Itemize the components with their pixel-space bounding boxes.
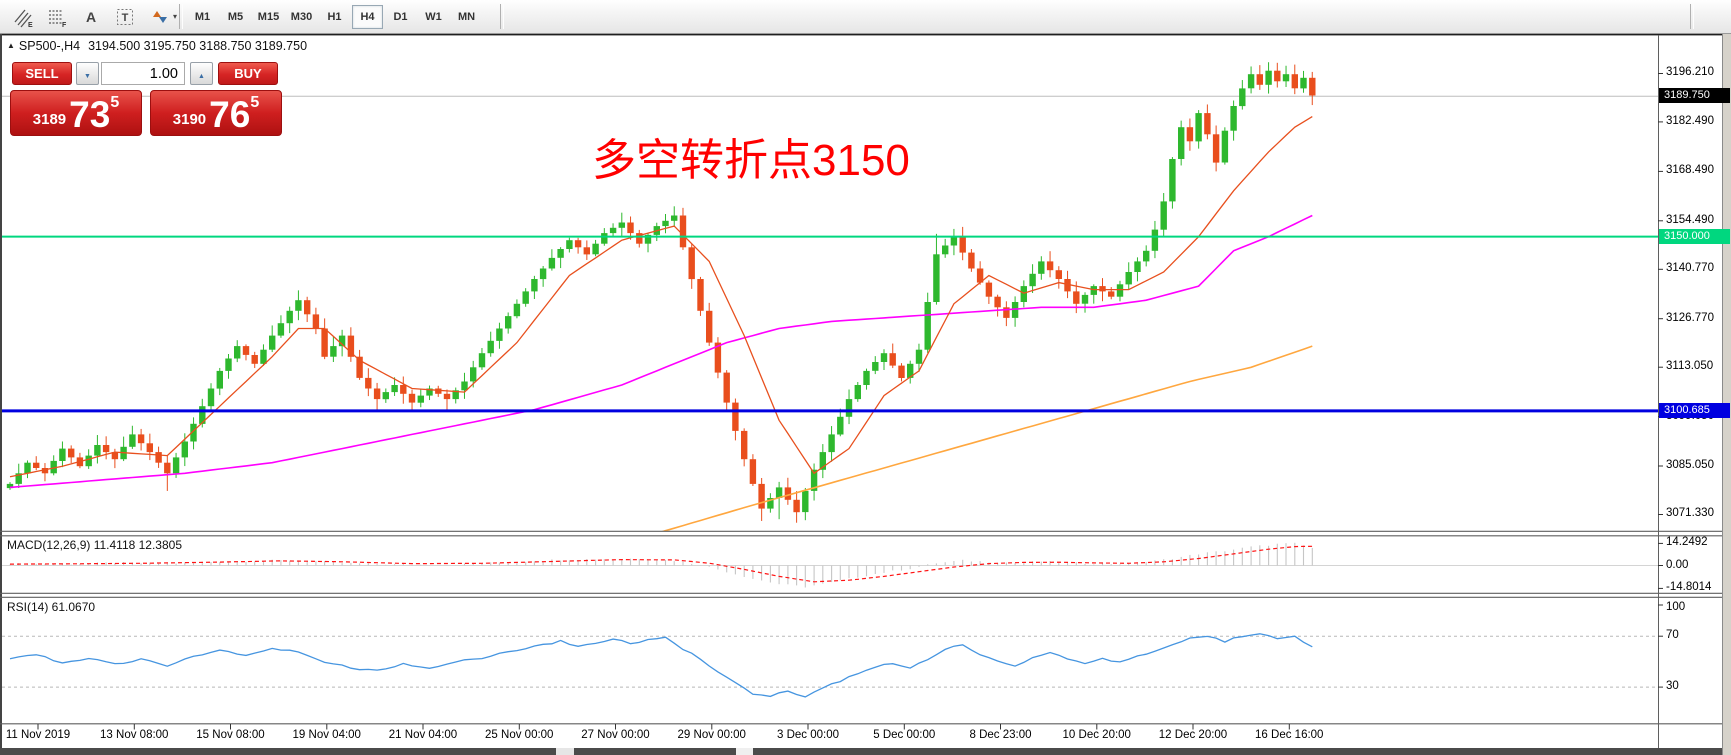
- sell-price-box[interactable]: 3189 73 5: [10, 90, 142, 136]
- sell-price-big: 73: [69, 94, 111, 136]
- text-box-button[interactable]: T: [109, 4, 141, 30]
- caret-up-icon: ▲: [198, 73, 205, 80]
- caret-down-icon: ▼: [84, 73, 91, 80]
- macd-indicator-label: MACD(12,26,9) 11.4118 12.3805: [7, 538, 183, 552]
- timeframe-m1[interactable]: M1: [187, 5, 218, 29]
- volume-input[interactable]: [101, 62, 185, 85]
- sell-price-pip: 5: [110, 94, 120, 111]
- arrow-objects-icon: [152, 10, 167, 23]
- text-label-icon: A: [86, 9, 96, 25]
- arrow-objects-button[interactable]: ▾: [143, 4, 183, 30]
- drawing-toolbar: E F A T: [6, 3, 184, 30]
- sell-button[interactable]: SELL: [12, 62, 72, 85]
- text-box-icon: T: [117, 8, 133, 25]
- text-label-button[interactable]: A: [75, 4, 107, 30]
- svg-text:E: E: [28, 22, 33, 28]
- volume-increase-button[interactable]: ▲: [190, 62, 213, 85]
- one-click-trading-panel: SELL ▼ ▲ BUY 3189 73 5 3190 76 5: [10, 57, 294, 141]
- chevron-down-icon: ▾: [172, 12, 177, 21]
- chart-title: ▲ SP500-,H4 3194.500 3195.750 3188.750 318…: [7, 39, 307, 53]
- buy-price-box[interactable]: 3190 76 5: [150, 90, 282, 136]
- svg-text:T: T: [122, 12, 129, 24]
- sell-price-base: 3189: [32, 111, 67, 128]
- fibonacci-retracement-icon: F: [49, 9, 67, 28]
- timeframe-d1[interactable]: D1: [385, 5, 416, 29]
- toolbar: E F A T: [0, 0, 1731, 34]
- symbol-collapse-icon[interactable]: ▲: [7, 41, 15, 50]
- timeframe-h1[interactable]: H1: [319, 5, 350, 29]
- equidistant-channel-button[interactable]: E: [7, 4, 39, 30]
- timeframe-m30[interactable]: M30: [286, 5, 317, 29]
- buy-button[interactable]: BUY: [218, 62, 278, 85]
- fibonacci-retracement-button[interactable]: F: [41, 4, 73, 30]
- chart-annotation: 多空转折点3150: [592, 136, 910, 185]
- svg-text:A: A: [86, 9, 96, 25]
- timeframe-mn[interactable]: MN: [451, 5, 482, 29]
- volume-stepper: ▼ ▲: [76, 62, 214, 85]
- timeframe-h4[interactable]: H4: [352, 4, 383, 29]
- chart-title-ohlc: 3194.500 3195.750 3188.750 3189.750: [88, 39, 308, 53]
- timeframe-toolbar: M1 M5 M15 M30 H1 H4 D1 W1 MN: [186, 3, 483, 30]
- chart-title-symbol: SP500-,H4: [18, 39, 81, 53]
- buy-price-big: 76: [209, 94, 251, 136]
- timeframe-m5[interactable]: M5: [220, 5, 251, 29]
- buy-price-pip: 5: [250, 94, 260, 111]
- toolbar-separator: [1690, 4, 1694, 29]
- buy-price-base: 3190: [172, 111, 207, 128]
- toolbar-separator: [500, 4, 504, 29]
- volume-decrease-button[interactable]: ▼: [76, 62, 99, 85]
- rsi-indicator-label: RSI(14) 61.0670: [7, 600, 96, 614]
- toolbar-separator: [179, 4, 183, 29]
- equidistant-channel-icon: E: [14, 9, 33, 28]
- svg-text:F: F: [62, 22, 67, 28]
- timeframe-m15[interactable]: M15: [253, 5, 284, 29]
- timeframe-w1[interactable]: W1: [418, 5, 449, 29]
